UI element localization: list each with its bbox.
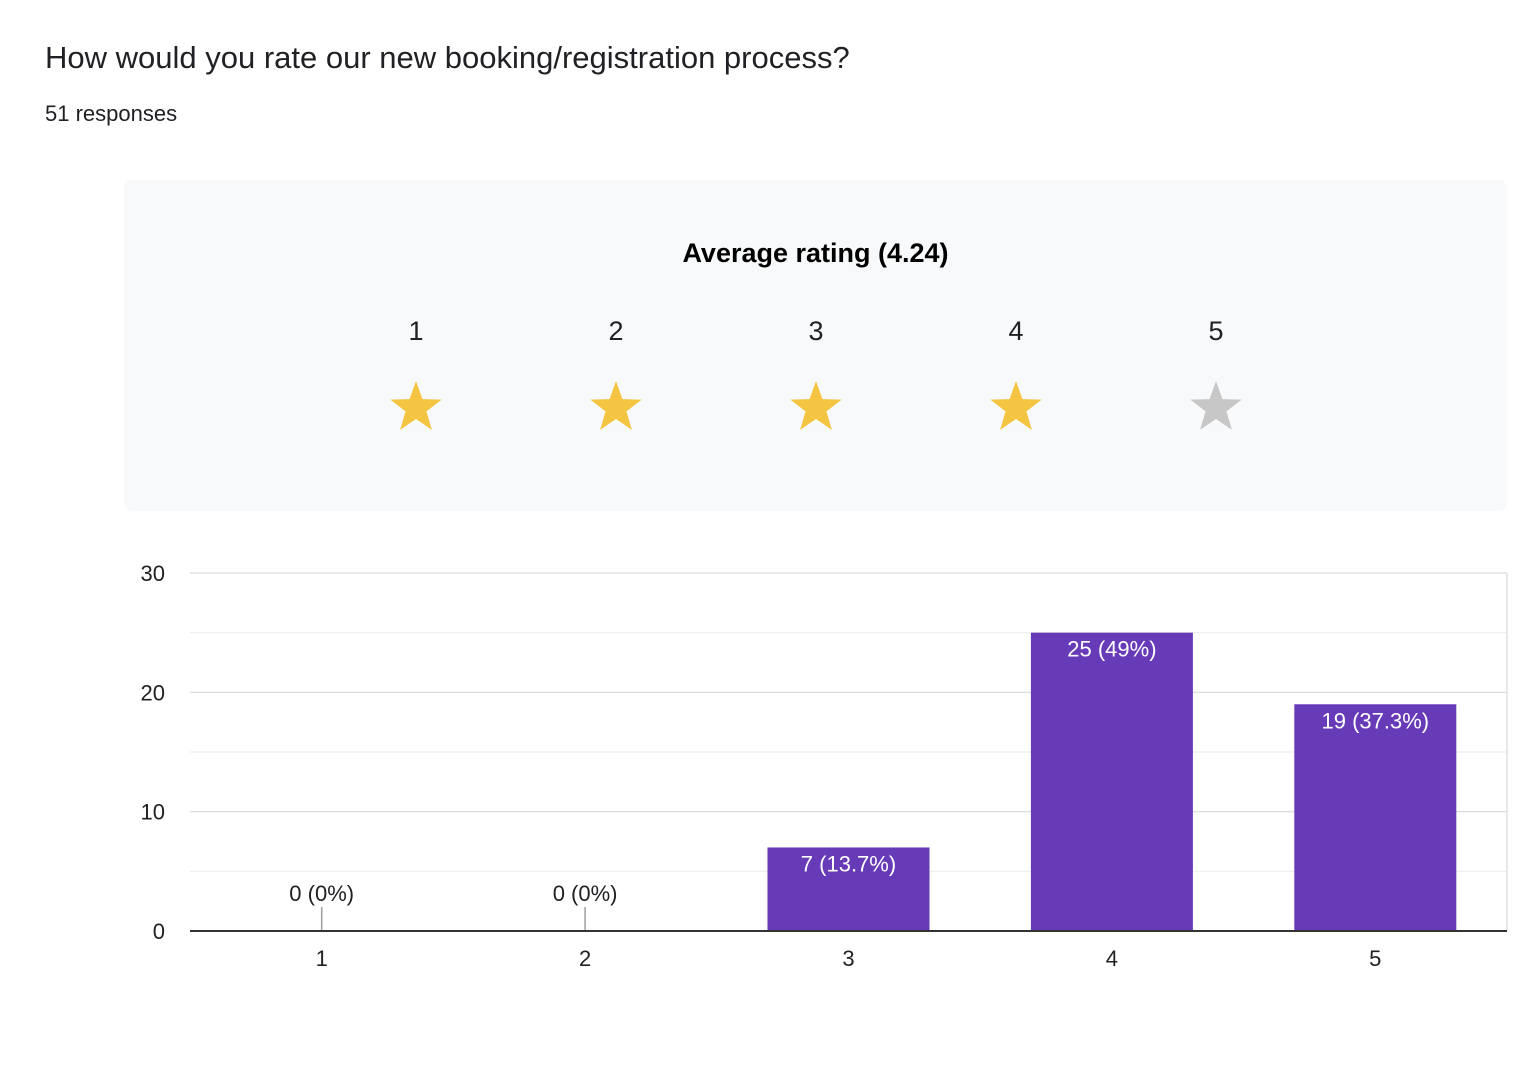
bar-4 — [1030, 632, 1193, 931]
star-column-2: 2 — [566, 316, 666, 434]
filled-star-icon — [790, 381, 842, 430]
y-tick-label: 30 — [141, 561, 165, 586]
y-tick-label: 20 — [141, 680, 165, 705]
response-count: 51 responses — [45, 101, 178, 126]
x-tick-label: 4 — [1106, 946, 1118, 971]
filled-star-icon — [990, 381, 1042, 430]
bar-data-label: 0 (0%) — [553, 881, 618, 906]
star-column-4: 4 — [966, 316, 1066, 434]
x-tick-label: 5 — [1369, 946, 1381, 971]
star-column-5: 5 — [1166, 316, 1266, 434]
question-title: How would you rate our new booking/regis… — [45, 40, 850, 75]
star-number-label: 3 — [808, 316, 824, 346]
star-column-1: 1 — [366, 316, 466, 434]
bar-data-label: 25 (49%) — [1067, 637, 1156, 662]
star-number-label: 2 — [608, 316, 624, 346]
average-rating-card: Average rating (4.24) 1 2 3 4 5 — [124, 180, 1507, 511]
bar-5 — [1294, 704, 1457, 931]
bar-3 — [767, 847, 930, 931]
star-number-label: 5 — [1208, 316, 1224, 346]
x-tick-label: 1 — [316, 946, 328, 971]
y-tick-label: 0 — [153, 919, 165, 944]
star-column-3: 3 — [766, 316, 866, 434]
bar-data-label: 0 (0%) — [289, 881, 354, 906]
bar-data-label: 19 (37.3%) — [1321, 708, 1429, 733]
y-tick-label: 10 — [141, 800, 165, 825]
x-tick-label: 3 — [842, 946, 854, 971]
filled-star-icon — [390, 381, 442, 430]
empty-star-icon — [1190, 381, 1242, 430]
filled-star-icon — [590, 381, 642, 430]
average-rating-title: Average rating (4.24) — [682, 238, 949, 268]
x-tick-label: 2 — [579, 946, 591, 971]
bar-data-label: 7 (13.7%) — [801, 851, 896, 876]
star-number-label: 4 — [1008, 316, 1024, 346]
star-number-label: 1 — [408, 316, 424, 346]
